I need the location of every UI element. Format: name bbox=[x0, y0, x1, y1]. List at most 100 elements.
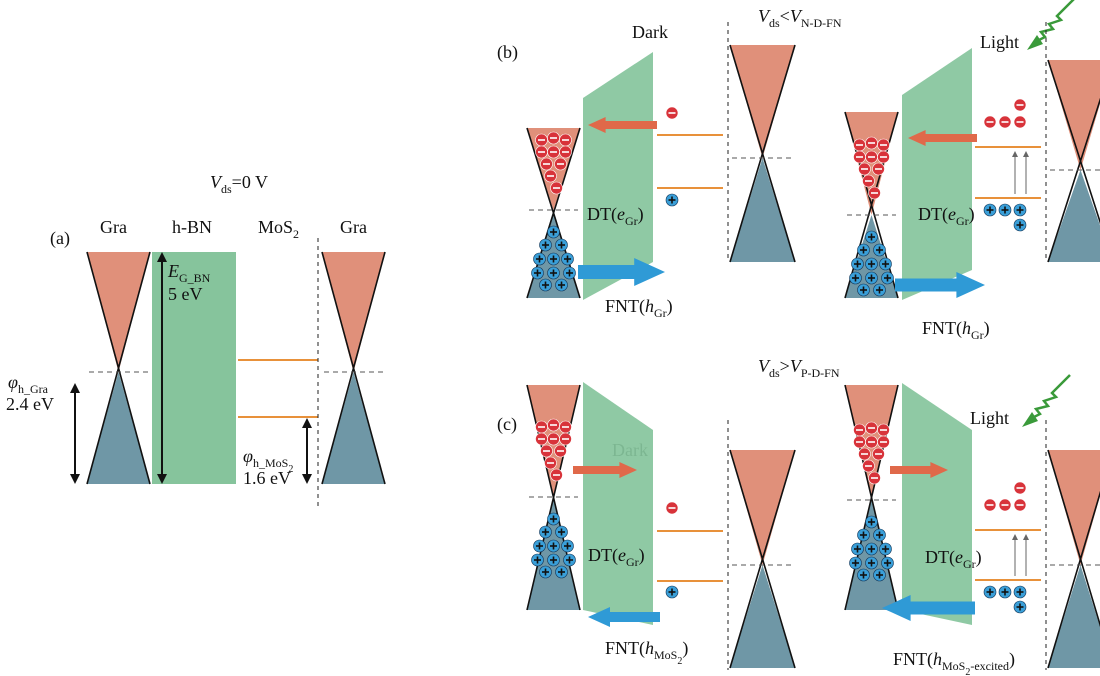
arrow-head bbox=[1023, 534, 1029, 540]
text-segment: 2 bbox=[288, 464, 293, 475]
text-segment: 2 bbox=[293, 227, 299, 241]
bias-label: Vds=0 V bbox=[210, 172, 268, 196]
tunneling-label: DT(eGr) bbox=[588, 545, 645, 569]
text-segment: h_MoS bbox=[253, 456, 288, 470]
text-segment: Gr bbox=[654, 306, 667, 320]
panel-label: (c) bbox=[497, 414, 517, 435]
text-segment: V bbox=[758, 356, 771, 376]
text-segment: φ bbox=[243, 446, 253, 466]
text-segment: FNT( bbox=[893, 649, 933, 670]
light-arrow-head bbox=[1022, 412, 1038, 427]
transport-arrow bbox=[588, 117, 657, 133]
light-arrow-head bbox=[1027, 35, 1043, 50]
text-segment: =0 V bbox=[232, 172, 268, 192]
cone-edge bbox=[86, 251, 151, 485]
conduction-cone bbox=[730, 45, 795, 158]
text-segment: DT( bbox=[588, 545, 618, 566]
text-segment: ) bbox=[969, 204, 975, 225]
text-segment: FNT( bbox=[605, 638, 645, 659]
conduction-cone bbox=[87, 252, 150, 372]
text-segment: e bbox=[955, 547, 963, 567]
text-segment: φ bbox=[8, 372, 18, 392]
valence-cone bbox=[527, 497, 580, 610]
text-segment: ) bbox=[984, 318, 990, 339]
arrow-head bbox=[1012, 534, 1018, 540]
arrow-head bbox=[157, 474, 167, 484]
panel-label: (a) bbox=[50, 228, 70, 249]
hbn-barrier bbox=[152, 252, 236, 484]
text-segment: Gr bbox=[971, 328, 984, 342]
barrier-label: φh_MoS2 bbox=[243, 446, 293, 475]
arrow-head bbox=[302, 418, 312, 428]
text-segment: MoS bbox=[654, 648, 677, 662]
arrow-head bbox=[302, 474, 312, 484]
arrow-head bbox=[157, 252, 167, 262]
cone-edge bbox=[729, 44, 796, 263]
bandgap-value: 5 eV bbox=[168, 284, 203, 304]
text-segment: FNT( bbox=[922, 318, 962, 339]
transport-arrow bbox=[573, 462, 637, 478]
valence-cone bbox=[845, 215, 898, 298]
arrow-head bbox=[1023, 151, 1029, 157]
text-segment: MoS bbox=[258, 217, 293, 237]
text-segment: E bbox=[167, 261, 179, 281]
arrow-head bbox=[70, 383, 80, 393]
text-segment: 2 bbox=[965, 667, 970, 676]
text-segment: N-D-FN bbox=[801, 16, 842, 30]
tunneling-label: DT(eGr) bbox=[918, 204, 975, 228]
valence-cone bbox=[1048, 170, 1100, 262]
text-segment: -excited bbox=[970, 659, 1009, 673]
condition-label: Light bbox=[980, 32, 1019, 52]
cone-edge bbox=[1047, 490, 1100, 669]
text-segment: ) bbox=[682, 638, 688, 659]
tunneling-label: DT(eGr) bbox=[587, 204, 644, 228]
text-segment: Gr bbox=[956, 214, 969, 228]
text-segment: e bbox=[618, 545, 626, 565]
text-segment: ds bbox=[769, 16, 780, 30]
text-segment: DT( bbox=[918, 204, 948, 225]
cone-edge bbox=[1047, 97, 1100, 263]
text-segment: h bbox=[962, 318, 971, 338]
text-segment: e bbox=[948, 204, 956, 224]
tunneling-label: FNT(hGr) bbox=[922, 318, 990, 342]
text-segment: > bbox=[780, 356, 790, 376]
condition-label: Dark bbox=[632, 22, 668, 42]
hbn-barrier bbox=[902, 48, 972, 300]
arrow-head bbox=[70, 474, 80, 484]
valence-cone bbox=[322, 372, 385, 484]
tunneling-label: FNT(hMoS2-excited) bbox=[893, 649, 1015, 676]
text-segment: h bbox=[645, 296, 654, 316]
bandgap-label: EG_BN bbox=[167, 261, 211, 285]
arrow-head bbox=[1012, 151, 1018, 157]
column-label: h-BN bbox=[172, 217, 212, 237]
tunneling-label: FNT(hMoS2) bbox=[605, 638, 688, 667]
panel-label: (b) bbox=[497, 42, 518, 63]
text-segment: G_BN bbox=[179, 271, 211, 285]
hbn-barrier bbox=[583, 382, 653, 625]
text-segment: DT( bbox=[587, 204, 617, 225]
barrier-value: 2.4 eV bbox=[6, 394, 54, 414]
cone-edge bbox=[526, 384, 581, 611]
tunneling-label: FNT(hGr) bbox=[605, 296, 673, 320]
bias-label: Vds<VN-D-FN bbox=[758, 6, 842, 30]
valence-cone bbox=[1048, 565, 1100, 668]
valence-cone bbox=[87, 372, 150, 484]
transport-arrow bbox=[882, 595, 975, 621]
column-label: MoS2 bbox=[258, 217, 299, 241]
column-label: Gra bbox=[340, 217, 367, 237]
text-segment: Gr bbox=[963, 557, 976, 571]
light-wave bbox=[1034, 0, 1075, 44]
text-segment: DT( bbox=[925, 547, 955, 568]
text-segment: V bbox=[790, 6, 803, 26]
transport-arrow bbox=[890, 462, 948, 478]
barrier-value: 1.6 eV bbox=[243, 468, 291, 488]
valence-cone bbox=[730, 158, 795, 262]
text-segment: h_Gra bbox=[18, 382, 49, 396]
conduction-cone bbox=[730, 450, 795, 565]
hbn-barrier bbox=[902, 383, 972, 625]
text-segment: Gr bbox=[625, 214, 638, 228]
cone-edge bbox=[844, 384, 899, 611]
text-segment: P-D-FN bbox=[801, 366, 840, 380]
text-segment: ds bbox=[221, 182, 232, 196]
